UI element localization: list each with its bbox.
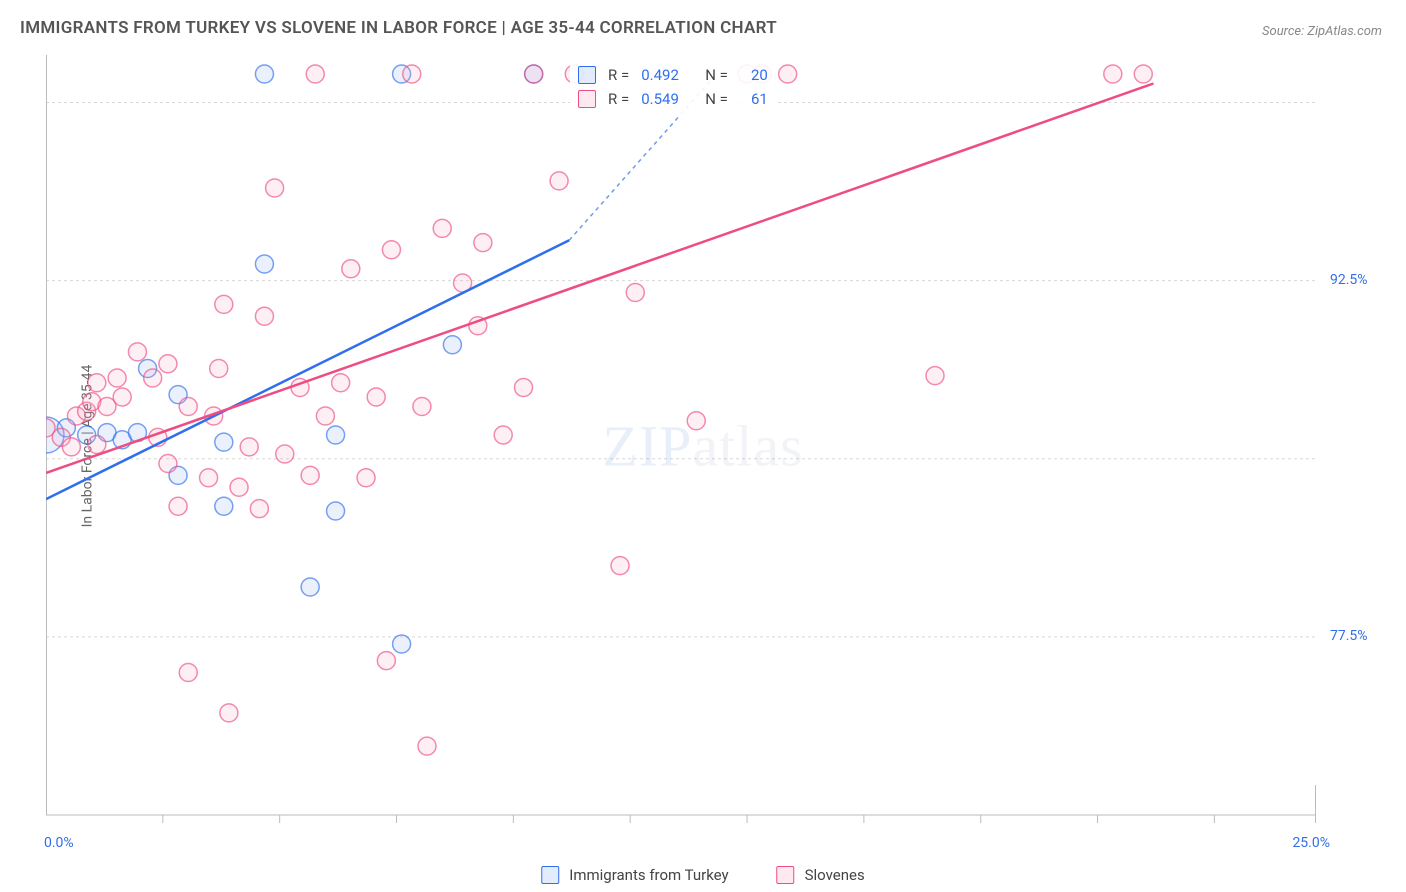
y-tick-label: 77.5%: [1330, 628, 1368, 644]
legend-swatch: [541, 866, 559, 884]
r-value: 0.549: [641, 87, 693, 111]
x-tick-label: 25.0%: [1292, 835, 1330, 851]
n-value: 20: [740, 63, 768, 87]
y-tick-label: 92.5%: [1330, 272, 1368, 288]
legend-swatch: [578, 90, 596, 108]
n-label: N =: [705, 87, 728, 111]
legend-item: Immigrants from Turkey: [541, 866, 728, 884]
x-tick-label: 0.0%: [44, 835, 74, 851]
source-attribution: Source: ZipAtlas.com: [1262, 24, 1382, 39]
correlation-legend-row: R = 0.549 N = 61: [578, 87, 768, 111]
plot-area: [46, 55, 1316, 825]
chart-title: IMMIGRANTS FROM TURKEY VS SLOVENE IN LAB…: [20, 18, 777, 38]
r-label: R =: [608, 87, 629, 111]
legend-swatch: [777, 866, 795, 884]
legend-swatch: [578, 66, 596, 84]
correlation-legend-row: R = 0.492 N = 20: [578, 63, 768, 87]
r-value: 0.492: [641, 63, 693, 87]
r-label: R =: [608, 63, 629, 87]
n-value: 61: [740, 87, 768, 111]
legend-item: Slovenes: [777, 866, 865, 884]
chart-svg: [46, 55, 1316, 825]
legend-label: Slovenes: [805, 866, 865, 884]
correlation-legend: R = 0.492 N = 20 R = 0.549 N = 61: [570, 59, 776, 115]
n-label: N =: [705, 63, 728, 87]
legend-label: Immigrants from Turkey: [569, 866, 728, 884]
series-legend: Immigrants from Turkey Slovenes: [541, 866, 864, 884]
